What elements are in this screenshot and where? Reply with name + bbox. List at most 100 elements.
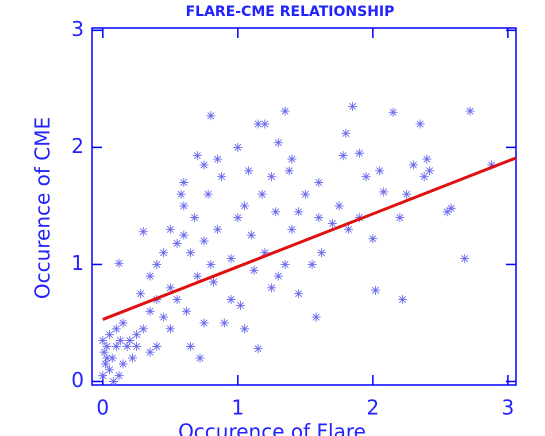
- scatter-point: [125, 336, 135, 346]
- scatter-point: [294, 207, 304, 217]
- scatter-point: [280, 106, 290, 116]
- scatter-point: [138, 227, 148, 237]
- scatter-point: [98, 336, 108, 346]
- scatter-point: [253, 344, 263, 354]
- scatter-point: [217, 172, 227, 182]
- scatter-point: [226, 295, 236, 305]
- scatter-point: [311, 312, 321, 322]
- scatter-point: [425, 166, 435, 176]
- scatter-point: [233, 213, 243, 223]
- chart-title: FLARE-CME RELATIONSHIP: [186, 4, 395, 20]
- scatter-point: [240, 201, 250, 211]
- x-tick-label: 3: [502, 396, 515, 420]
- scatter-point: [136, 289, 146, 299]
- scatter-point: [267, 172, 277, 182]
- scatter-point: [314, 213, 324, 223]
- scatter-point: [460, 254, 470, 264]
- scatter-point: [371, 285, 381, 295]
- scatter-point: [398, 295, 408, 305]
- scatter-point: [159, 248, 169, 258]
- fit-line: [102, 156, 517, 321]
- scatter-point: [105, 330, 115, 340]
- scatter-point: [249, 265, 259, 275]
- scatter-point: [260, 248, 270, 258]
- scatter-point: [314, 178, 324, 188]
- scatter-point: [219, 318, 229, 328]
- scatter-point: [206, 111, 216, 121]
- scatter-point: [101, 359, 111, 369]
- scatter-point: [226, 254, 236, 264]
- x-tick-label: 0: [96, 396, 109, 420]
- scatter-point: [348, 101, 358, 111]
- scatter-point: [152, 341, 162, 351]
- scatter-point: [182, 306, 192, 316]
- scatter-point: [172, 295, 182, 305]
- x-tick-label: 2: [366, 396, 379, 420]
- scatter-point: [105, 365, 115, 375]
- scatter-point: [145, 271, 155, 281]
- scatter-point: [271, 207, 281, 217]
- scatter-point: [159, 312, 169, 322]
- scatter-point: [186, 248, 196, 258]
- scatter-point: [273, 138, 283, 148]
- scatter-point: [388, 107, 398, 117]
- scatter-point: [145, 306, 155, 316]
- scatter-point: [267, 283, 277, 293]
- scatter-point: [240, 324, 250, 334]
- scatter-point: [99, 347, 109, 357]
- y-tick-label: 3: [71, 17, 84, 41]
- scatter-point: [98, 371, 108, 381]
- scatter-point: [442, 207, 452, 217]
- scatter-point: [419, 172, 429, 182]
- scatter-point: [287, 224, 297, 234]
- scatter-point: [172, 238, 182, 248]
- scatter-point: [165, 224, 175, 234]
- scatter-point: [213, 224, 223, 234]
- scatter-point: [186, 341, 196, 351]
- scatter-point: [402, 189, 412, 199]
- scatter-point: [206, 259, 216, 269]
- scatter-point: [190, 213, 200, 223]
- scatter-point: [415, 119, 425, 129]
- scatter-point: [118, 318, 128, 328]
- scatter-point: [128, 353, 138, 363]
- scatter-point: [138, 324, 148, 334]
- scatter-point: [199, 236, 209, 246]
- y-tick-label: 2: [71, 134, 84, 158]
- scatter-point: [114, 258, 124, 268]
- scatter-point: [107, 353, 117, 363]
- scatter-point: [354, 148, 364, 158]
- scatter-point: [257, 189, 267, 199]
- scatter-point: [280, 259, 290, 269]
- scatter-point: [338, 151, 348, 161]
- scatter-point: [192, 151, 202, 161]
- scatter-point: [236, 300, 246, 310]
- scatter-point: [341, 128, 351, 138]
- scatter-point: [209, 277, 219, 287]
- scatter-point: [246, 230, 256, 240]
- scatter-point: [192, 271, 202, 281]
- scatter-point: [487, 160, 497, 170]
- scatter-point: [233, 142, 243, 152]
- scatter-point: [344, 224, 354, 234]
- scatter-point: [102, 341, 112, 351]
- scatter-point: [300, 189, 310, 199]
- scatter-point: [446, 203, 456, 213]
- scatter-point: [317, 248, 327, 258]
- y-tick-label: 0: [71, 368, 84, 392]
- x-tick-label: 1: [231, 396, 244, 420]
- scatter-point: [102, 353, 112, 363]
- scatter-point: [122, 341, 132, 351]
- scatter-point: [334, 201, 344, 211]
- scatter-point: [408, 160, 418, 170]
- scatter-point: [199, 160, 209, 170]
- scatter-point: [465, 106, 475, 116]
- y-tick-label: 1: [71, 251, 84, 275]
- scatter-point: [195, 353, 205, 363]
- scatter-point: [176, 189, 186, 199]
- scatter-point: [307, 259, 317, 269]
- scatter-point: [132, 341, 142, 351]
- scatter-point: [111, 324, 121, 334]
- scatter-point: [260, 119, 270, 129]
- scatter-point: [244, 166, 254, 176]
